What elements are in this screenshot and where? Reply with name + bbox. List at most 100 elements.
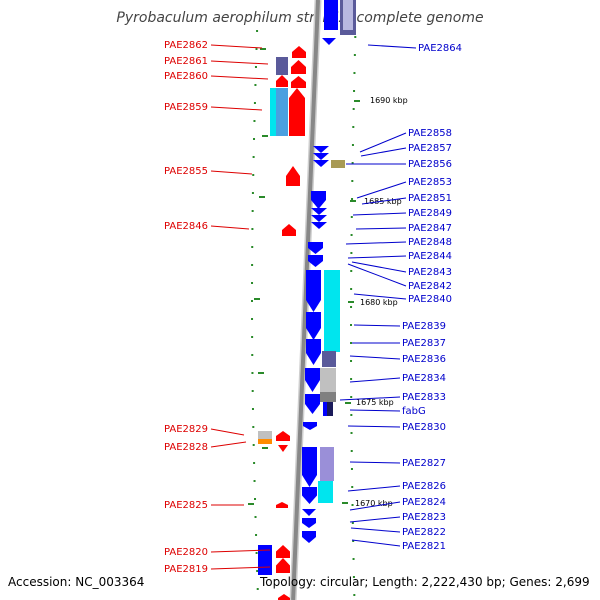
forward-gene-label: PAE2840: [408, 294, 452, 305]
forward-gene-label: PAE2824: [402, 497, 446, 508]
forward-gene-label: PAE2834: [402, 373, 446, 384]
tick-mark: [350, 324, 353, 326]
major-tick: [260, 48, 266, 50]
forward-gene: [308, 242, 323, 254]
slate-feature: [320, 447, 334, 481]
reverse-gene-label: PAE2819: [164, 564, 208, 575]
tick-mark: [251, 354, 254, 356]
orange-feature: [258, 439, 272, 444]
leader-line: [210, 60, 269, 65]
tick-mark: [252, 174, 255, 176]
grey-feature: [258, 431, 272, 439]
forward-gene: [306, 270, 321, 312]
tick-mark: [350, 468, 353, 470]
accession-label: Accession: NC_003364: [8, 575, 145, 589]
tick-mark: [351, 180, 354, 182]
leader-line: [359, 132, 407, 153]
reverse-gene: [276, 502, 288, 508]
grey-feature: [320, 368, 336, 392]
forward-gene: [305, 368, 320, 392]
slate-feature-light: [343, 0, 353, 30]
leader-line: [345, 241, 407, 245]
leader-line: [350, 527, 401, 533]
leader-line: [349, 516, 401, 523]
forward-gene-chevron: [311, 215, 327, 222]
tick-mark: [350, 306, 353, 308]
tick-mark: [256, 588, 259, 590]
forward-gene: [306, 312, 321, 340]
tick-mark: [251, 408, 254, 410]
leader-line: [355, 227, 407, 230]
tick-mark: [350, 342, 353, 344]
reverse-gene-label: PAE2825: [164, 500, 208, 511]
tick-mark: [252, 156, 255, 158]
tick-mark: [351, 522, 354, 524]
forward-gene-body: [324, 0, 338, 30]
leader-line: [210, 566, 271, 570]
tick-mark: [350, 252, 353, 254]
leader-line: [353, 293, 407, 300]
forward-gene-label: PAE2821: [402, 541, 446, 552]
tick-mark: [254, 498, 257, 500]
tick-mark: [352, 126, 355, 128]
forward-gene-chevron: [313, 146, 329, 153]
forward-gene-label: PAE2833: [402, 392, 446, 403]
scale-label: 1690 kbp: [370, 96, 408, 105]
tick-mark: [351, 162, 354, 164]
tick-mark: [350, 414, 353, 416]
tick-mark: [251, 264, 254, 266]
scale-label: 1680 kbp: [360, 298, 398, 307]
fabg-gene-core: [327, 402, 333, 416]
tick-mark: [253, 102, 256, 104]
leader-line: [210, 75, 269, 80]
reverse-gene-label: PAE2859: [164, 102, 208, 113]
topology-label: Topology: circular; Length: 2,222,430 bp…: [260, 575, 590, 589]
major-tick: [248, 503, 254, 505]
reverse-gene-label: PAE2829: [164, 424, 208, 435]
reverse-gene: [276, 558, 290, 573]
forward-gene-label: fabG: [402, 406, 426, 417]
forward-gene-label: PAE2856: [408, 159, 452, 170]
tick-mark: [351, 486, 354, 488]
forward-gene-label: PAE2830: [402, 422, 446, 433]
tick-mark: [251, 318, 254, 320]
forward-gene: [302, 518, 316, 528]
tick-mark: [354, 36, 357, 38]
leader-line: [356, 181, 407, 199]
forward-gene-arrow: [322, 38, 336, 45]
grey-feature-dark: [320, 392, 336, 402]
tick-mark: [253, 462, 256, 464]
leader-line: [349, 409, 401, 412]
leader-line: [210, 549, 271, 553]
tick-mark: [351, 144, 354, 146]
tick-mark: [350, 216, 353, 218]
tick-mark: [353, 54, 356, 56]
forward-gene-chevron: [313, 160, 329, 167]
leader-line: [210, 106, 263, 111]
forward-gene-chevron: [302, 509, 316, 516]
tick-mark: [253, 480, 256, 482]
tick-mark: [352, 558, 355, 560]
reverse-gene-label: PAE2820: [164, 547, 208, 558]
backbone-line: [291, 0, 320, 600]
leader-line: [339, 396, 401, 401]
major-tick: [342, 502, 348, 504]
reverse-gene: [292, 46, 306, 58]
tick-mark: [255, 534, 258, 536]
reverse-gene: [276, 545, 290, 558]
reverse-gene-chevron: [278, 445, 288, 452]
tick-mark: [252, 426, 255, 428]
tick-mark: [350, 360, 353, 362]
tick-mark: [254, 84, 257, 86]
forward-gene-label: PAE2827: [402, 458, 446, 469]
tick-mark: [351, 198, 354, 200]
reverse-gene-label: PAE2828: [164, 442, 208, 453]
forward-gene-label: PAE2822: [402, 527, 446, 538]
forward-gene-label: PAE2844: [408, 251, 452, 262]
forward-gene-chevron: [311, 222, 327, 229]
tick-mark: [251, 336, 254, 338]
tick-mark: [352, 576, 355, 578]
tick-mark: [353, 594, 356, 596]
leader-line: [210, 441, 247, 448]
